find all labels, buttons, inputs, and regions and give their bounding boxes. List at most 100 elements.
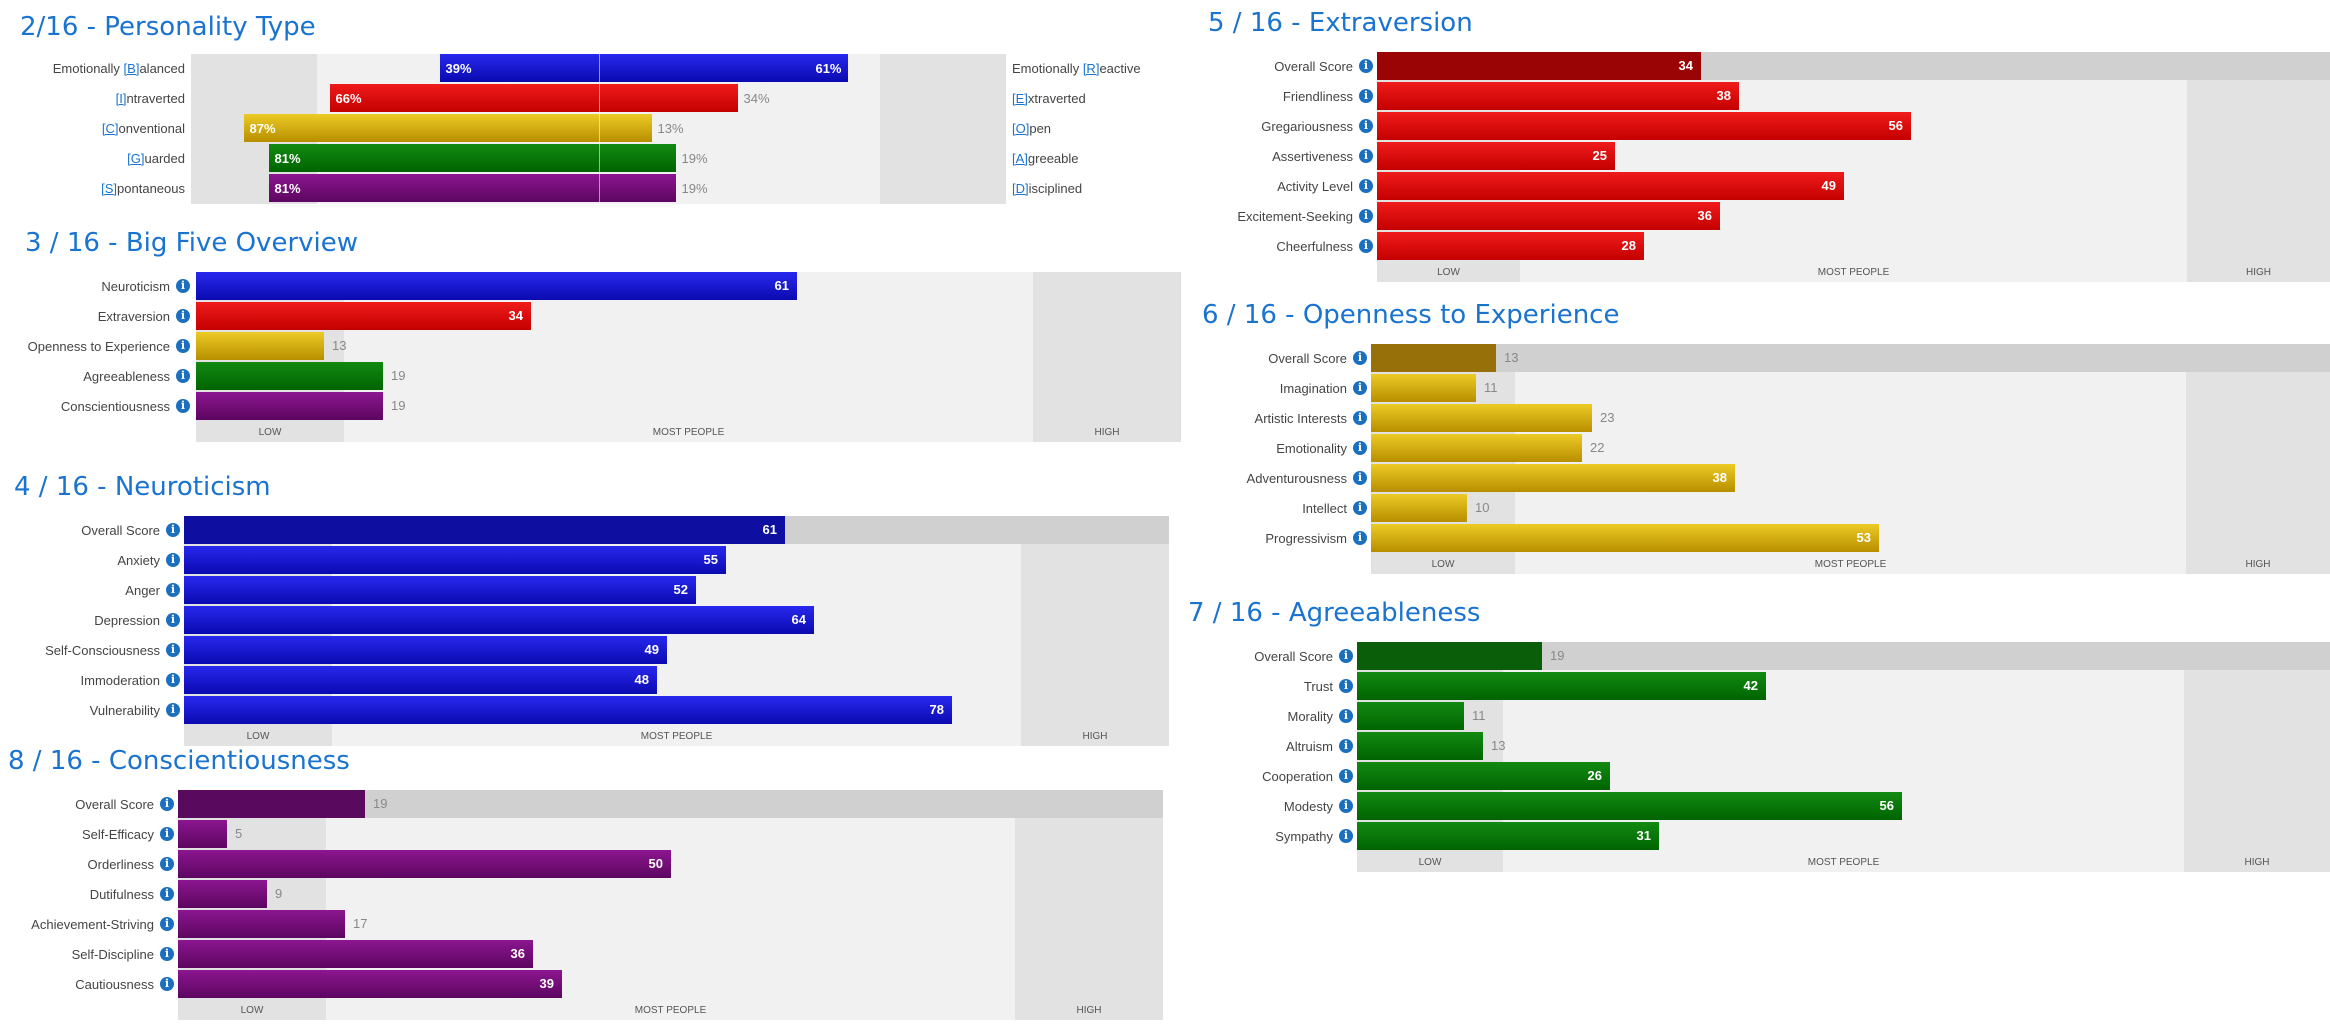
row-label-altruism: Altruism [1286, 739, 1333, 754]
value-label: 39 [539, 976, 554, 991]
info-icon[interactable]: i [1359, 239, 1373, 253]
bar-imagination [1371, 374, 1476, 402]
info-icon[interactable]: i [176, 339, 190, 353]
bar-immoderation [184, 666, 657, 694]
row-label-immoderation: Immoderation [80, 673, 160, 688]
bar-conscientiousness [196, 392, 383, 420]
right-percent: 19% [681, 151, 708, 166]
overall-score-track [1371, 344, 2330, 372]
info-icon[interactable]: i [1339, 709, 1353, 723]
row-label-intellect: Intellect [1302, 501, 1347, 516]
info-icon[interactable]: i [160, 887, 174, 901]
type-letter-link[interactable]: [D] [1012, 181, 1029, 196]
type-letter-link[interactable]: [R] [1082, 61, 1100, 76]
type-letter-link[interactable]: [O] [1012, 121, 1030, 136]
bar-friendliness [1377, 82, 1739, 110]
info-icon[interactable]: i [166, 553, 180, 567]
row-label-adventurousness: Adventurousness [1246, 471, 1347, 486]
info-icon[interactable]: i [176, 399, 190, 413]
personality-type-panel: 2/16 - Personality Type Emotionally [B]a… [20, 12, 1141, 207]
right-percent: 61% [815, 61, 842, 76]
value-label: 61 [762, 522, 777, 537]
value-label: 10 [1475, 500, 1490, 515]
value-label: 55 [703, 552, 718, 567]
info-icon[interactable]: i [1339, 769, 1353, 783]
row-label-progressivism: Progressivism [1265, 531, 1347, 546]
row-label-anxiety: Anxiety [117, 553, 160, 568]
info-icon[interactable]: i [1359, 119, 1373, 133]
low-shade [267, 880, 326, 908]
info-icon[interactable]: i [1359, 59, 1373, 73]
value-label: 5 [235, 826, 243, 841]
info-icon[interactable]: i [160, 917, 174, 931]
bar-trust [1357, 672, 1766, 700]
value-label: 56 [1888, 118, 1903, 133]
band-label-most-people: MOST PEOPLE [1817, 267, 1890, 278]
info-icon[interactable]: i [1339, 739, 1353, 753]
right-percent: 13% [657, 121, 684, 136]
info-icon[interactable]: i [1353, 381, 1367, 395]
info-icon[interactable]: i [166, 643, 180, 657]
neuroticism-title: 4 / 16 - Neuroticism [14, 472, 271, 502]
info-icon[interactable]: i [1353, 441, 1367, 455]
bar-achievement-striving [178, 910, 345, 938]
bar-self-discipline [178, 940, 533, 968]
info-icon[interactable]: i [166, 523, 180, 537]
type-letter-link[interactable]: [S] [101, 181, 118, 196]
low-shade [227, 820, 326, 848]
band-label-low: LOW [1437, 267, 1460, 278]
value-label: 25 [1592, 148, 1607, 163]
info-icon[interactable]: i [166, 673, 180, 687]
info-icon[interactable]: i [1353, 411, 1367, 425]
info-icon[interactable]: i [176, 309, 190, 323]
bar-overall-score [178, 790, 365, 818]
value-label: 11 [1484, 380, 1498, 395]
info-icon[interactable]: i [160, 827, 174, 841]
row-label-self-consciousness: Self-Consciousness [45, 643, 160, 658]
value-label: 38 [1712, 470, 1727, 485]
type-letter-link[interactable]: [I] [115, 91, 127, 106]
info-icon[interactable]: i [160, 947, 174, 961]
info-icon[interactable]: i [1359, 179, 1373, 193]
info-icon[interactable]: i [176, 369, 190, 383]
info-icon[interactable]: i [1339, 829, 1353, 843]
info-icon[interactable]: i [1359, 89, 1373, 103]
bar-altruism [1357, 732, 1483, 760]
bar-self-consciousness [184, 636, 667, 664]
row-label-trust: Trust [1303, 679, 1333, 694]
personality-type-chart: Emotionally [B]alanced Emotionally [R]eac… [20, 54, 1141, 204]
info-icon[interactable]: i [166, 613, 180, 627]
info-icon[interactable]: i [1353, 351, 1367, 365]
info-icon[interactable]: i [160, 977, 174, 991]
bar-activity-level [1377, 172, 1844, 200]
info-icon[interactable]: i [1359, 149, 1373, 163]
info-icon[interactable]: i [1353, 501, 1367, 515]
low-shade [1467, 494, 1515, 522]
info-icon[interactable]: i [1339, 649, 1353, 663]
type-letter-link[interactable]: [E] [1012, 91, 1028, 106]
info-icon[interactable]: i [1339, 799, 1353, 813]
info-icon[interactable]: i [1359, 209, 1373, 223]
info-icon[interactable]: i [1353, 531, 1367, 545]
info-icon[interactable]: i [1339, 679, 1353, 693]
info-icon[interactable]: i [176, 279, 190, 293]
info-icon[interactable]: i [160, 797, 174, 811]
info-icon[interactable]: i [166, 583, 180, 597]
value-label: 9 [275, 886, 283, 901]
type-letter-link[interactable]: [C] [101, 121, 119, 136]
info-icon[interactable]: i [166, 703, 180, 717]
low-shade [1464, 702, 1503, 730]
value-label: 56 [1879, 798, 1894, 813]
info-icon[interactable]: i [160, 857, 174, 871]
center-line [598, 84, 600, 112]
type-letter-link[interactable]: [B] [123, 61, 140, 76]
band-label-low: LOW [258, 427, 282, 438]
value-label: 53 [1856, 530, 1871, 545]
type-letter-link[interactable]: [A] [1012, 151, 1028, 166]
row-label-morality: Morality [1287, 709, 1333, 724]
value-label: 13 [1504, 350, 1519, 365]
info-icon[interactable]: i [1353, 471, 1367, 485]
band-label-most-people: MOST PEOPLE [1814, 559, 1887, 570]
bar-adventurousness [1371, 464, 1735, 492]
type-letter-link[interactable]: [G] [127, 151, 145, 166]
